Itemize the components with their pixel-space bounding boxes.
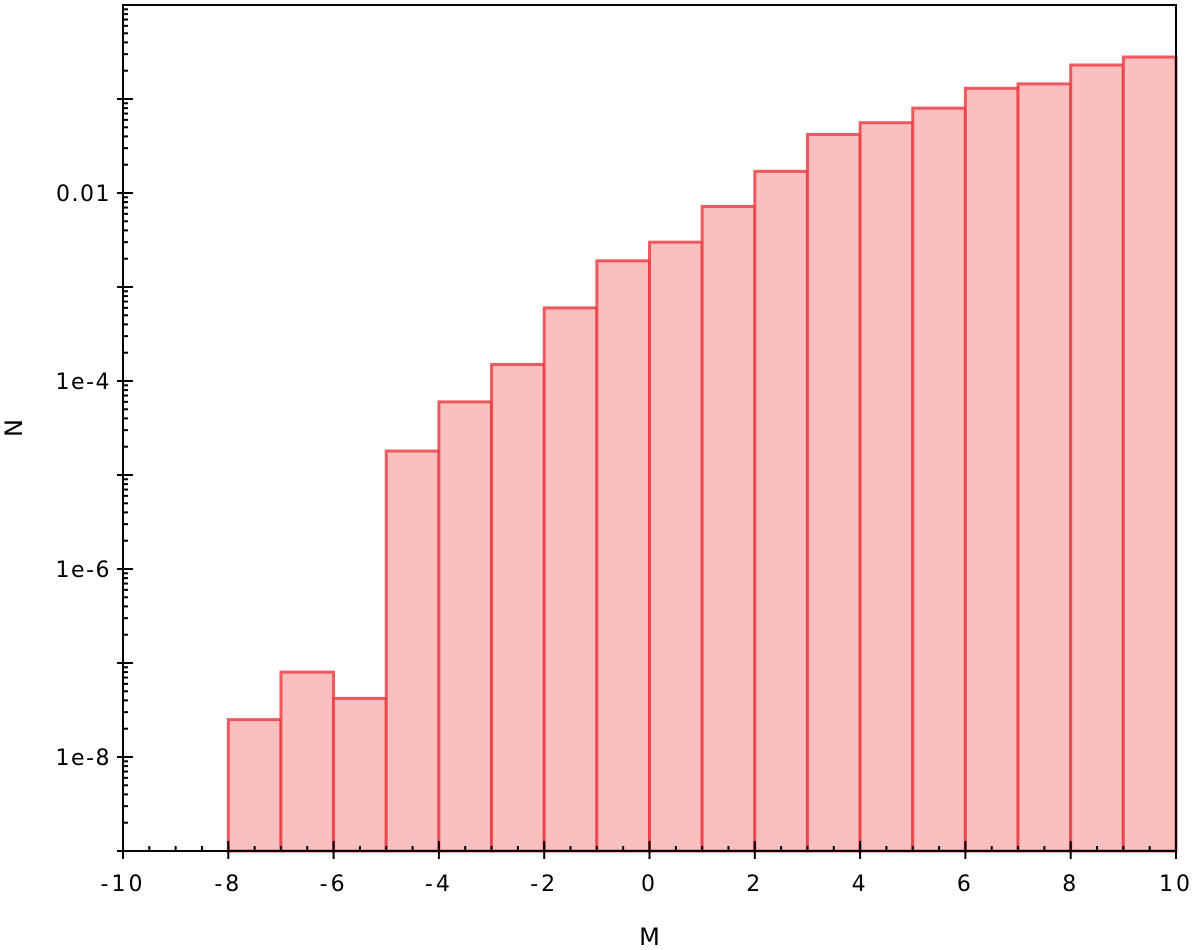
histogram-bar [1069,63,1125,853]
bars-layer [226,55,1178,853]
x-tick-label: -10 [101,872,146,897]
y-tick-label: 1e-8 [56,746,111,771]
histogram-bar [595,259,651,853]
histogram-bar [1121,55,1178,853]
x-axis-title: M [639,923,660,950]
axes-layer [117,4,1177,859]
histogram-bar [963,86,1020,853]
x-tick-label: -2 [530,872,558,897]
histogram-bar [805,132,862,853]
labels-layer: -10 -8 -6 -4 -2 0 2 4 6 8 10 1e-8 1e-6 1e-4 0.01 M N [0,182,1193,950]
x-tick-label: 4 [852,872,869,897]
histogram-bar [226,718,283,853]
histogram-bar [437,400,494,853]
histogram-bar [384,449,441,853]
histogram-bar [753,169,809,853]
x-tick-label: 8 [1062,872,1079,897]
x-tick-label: -4 [425,872,453,897]
x-tick-label: 0 [641,872,658,897]
x-tick-label: 2 [746,872,763,897]
y-tick-label: 0.01 [56,182,111,207]
x-tick-label: -8 [214,872,242,897]
histogram-bar [1016,82,1073,853]
y-axis-title: N [0,419,28,437]
histogram-bar [490,362,546,853]
x-tick-label: 6 [957,872,974,897]
histogram-bar [279,670,336,853]
y-tick-label: 1e-6 [56,558,111,583]
x-tick-label: -6 [320,872,348,897]
y-tick-label: 1e-4 [56,370,111,395]
x-tick-label: 10 [1159,872,1193,897]
histogram-bar [648,240,704,853]
histogram-bar [542,306,599,853]
histogram-bar [911,106,967,853]
histogram-bar [332,696,388,853]
histogram-bar [858,121,915,853]
histogram-bar [700,204,757,853]
